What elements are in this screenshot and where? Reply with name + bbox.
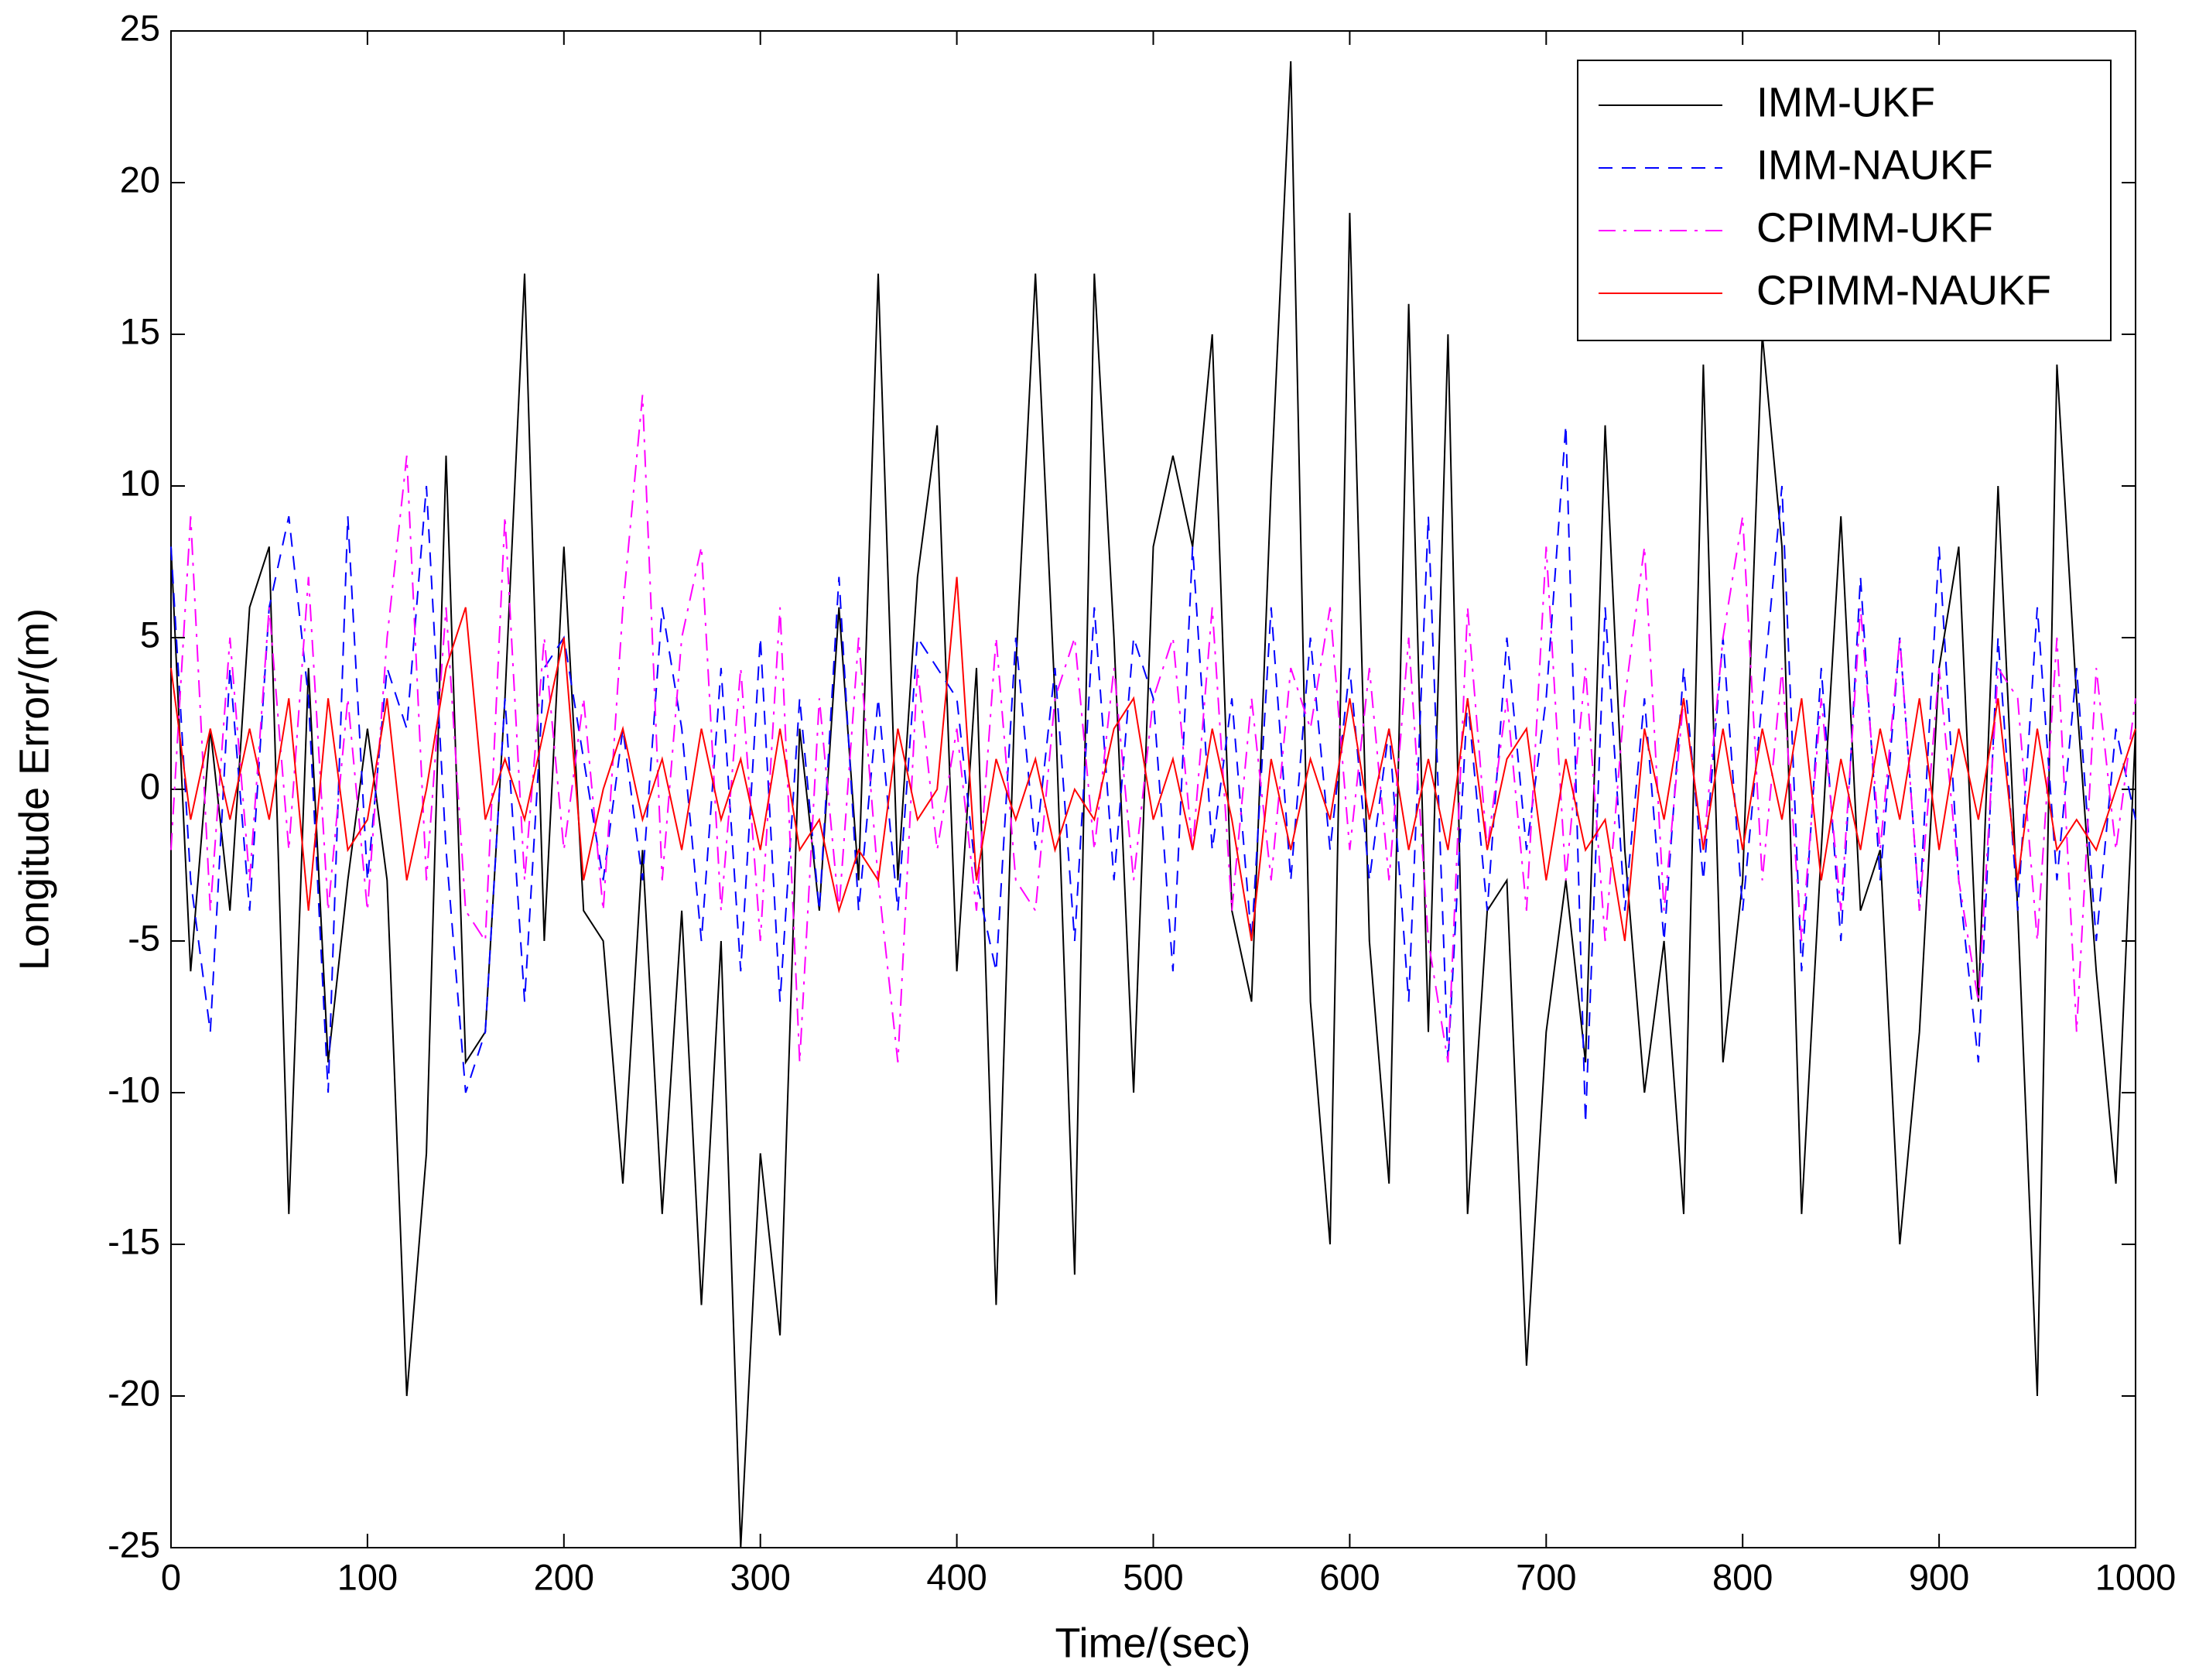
legend-label: IMM-NAUKF: [1756, 142, 1993, 188]
y-tick-label: 5: [140, 614, 160, 655]
y-tick-label: 0: [140, 765, 160, 806]
y-tick-label: -15: [108, 1220, 160, 1261]
x-tick-label: 400: [926, 1556, 987, 1597]
y-tick-label: 10: [120, 462, 160, 503]
y-tick-label: 15: [120, 310, 160, 351]
x-axis-label: Time/(sec): [1055, 1620, 1251, 1666]
x-tick-label: 900: [1909, 1556, 1969, 1597]
x-tick-label: 700: [1516, 1556, 1576, 1597]
x-tick-label: 800: [1712, 1556, 1773, 1597]
legend-label: IMM-UKF: [1756, 79, 1935, 125]
x-tick-label: 200: [534, 1556, 594, 1597]
legend-label: CPIMM-UKF: [1756, 204, 1993, 251]
x-tick-label: 1000: [2095, 1556, 2177, 1597]
series-line: [170, 577, 2136, 942]
y-tick-label: -5: [128, 917, 160, 958]
y-axis-label: Longitude Error/(m): [11, 608, 57, 970]
x-tick-label: 300: [730, 1556, 790, 1597]
y-tick-label: -25: [108, 1524, 160, 1565]
series-line: [170, 61, 2136, 1548]
y-tick-label: 25: [120, 7, 160, 48]
x-tick-label: 0: [161, 1556, 181, 1597]
x-tick-label: 100: [337, 1556, 398, 1597]
x-tick-label: 500: [1123, 1556, 1183, 1597]
series-line: [170, 425, 2136, 1124]
y-tick-label: 20: [120, 159, 160, 200]
y-tick-label: -20: [108, 1372, 160, 1413]
x-tick-label: 600: [1319, 1556, 1380, 1597]
legend-label: CPIMM-NAUKF: [1756, 267, 2051, 313]
y-tick-label: -10: [108, 1069, 160, 1110]
series-line: [170, 395, 2136, 1062]
